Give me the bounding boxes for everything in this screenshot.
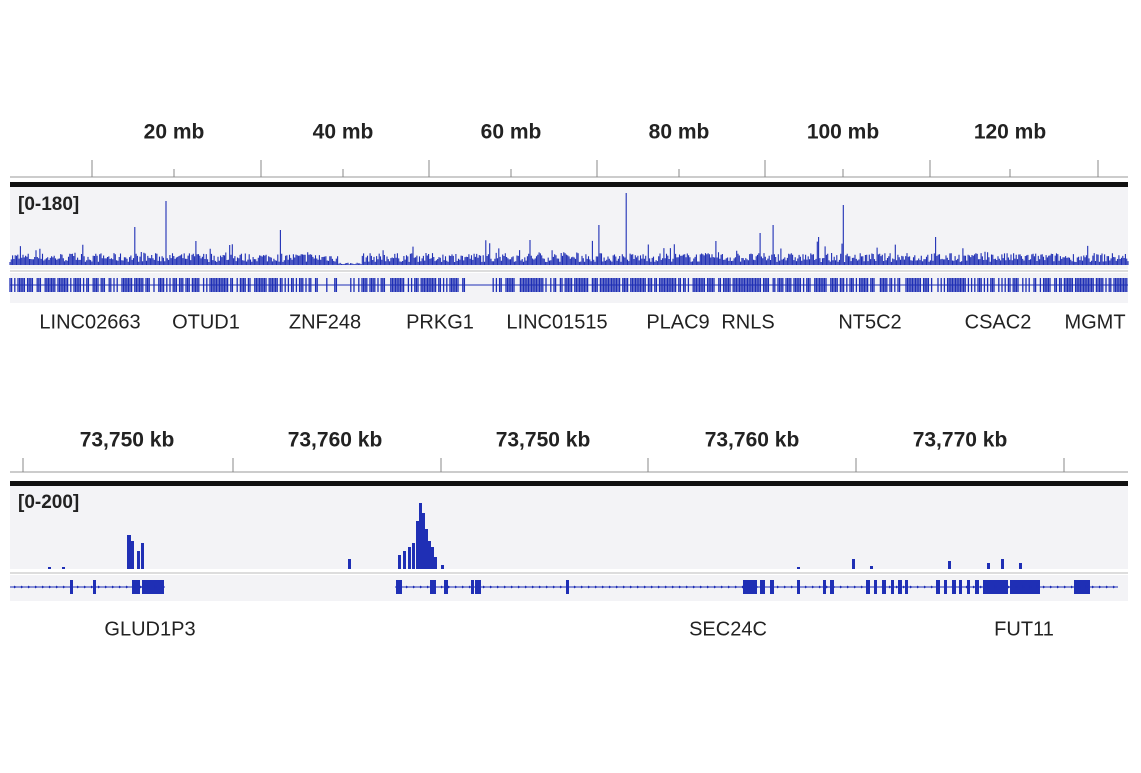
panel-locus: [0-200]: [10, 471, 1128, 601]
exon: [444, 580, 448, 594]
exon: [430, 580, 436, 594]
coverage-peak: [398, 555, 401, 569]
intron-arrows: [13, 585, 1116, 589]
coverage-peak: [852, 559, 855, 569]
coverage-peak: [948, 561, 951, 569]
exon: [891, 580, 894, 594]
coverage-peak: [431, 547, 434, 569]
ruler-label: 73,770 kb: [913, 429, 1008, 452]
exon: [93, 580, 96, 594]
exon: [823, 580, 826, 594]
exon: [905, 580, 908, 594]
coverage-peak: [408, 547, 411, 569]
exon: [1074, 580, 1090, 594]
coverage-peak: [870, 566, 873, 569]
coverage-peak: [137, 551, 140, 569]
exon: [132, 580, 140, 594]
gene-label: NT5C2: [838, 311, 901, 333]
exon: [142, 580, 164, 594]
range-label: [0-180]: [18, 194, 79, 215]
ruler-label: 60 mb: [481, 121, 542, 144]
coverage-peak: [434, 557, 437, 569]
coverage-peak: [127, 535, 131, 569]
coverage-peak: [141, 543, 144, 569]
coverage-peak: [62, 567, 65, 569]
exon: [975, 580, 979, 594]
gene-label: GLUD1P3: [104, 618, 195, 640]
coverage-peak: [48, 567, 51, 569]
exon: [944, 580, 947, 594]
ruler-label: 73,750 kb: [80, 429, 175, 452]
ruler-label: 80 mb: [649, 121, 710, 144]
gene-label: OTUD1: [172, 311, 240, 333]
exon: [396, 580, 402, 594]
track-separator: [10, 182, 1128, 187]
ruler-label: 73,750 kb: [496, 429, 591, 452]
gene-label: LINC01515: [506, 311, 607, 333]
exon: [874, 580, 877, 594]
coverage-peak: [419, 503, 422, 569]
gene-label: PLAC9: [646, 311, 709, 333]
range-label: [0-200]: [18, 492, 79, 513]
gene-label: FUT11: [994, 618, 1054, 640]
track-separator: [10, 481, 1128, 486]
gene-label: MGMT: [1064, 311, 1125, 333]
ruler-label: 20 mb: [144, 121, 205, 144]
exon: [797, 580, 800, 594]
coverage-peak: [131, 541, 134, 569]
ruler-label: 120 mb: [974, 121, 1046, 144]
coverage-peak: [987, 563, 990, 569]
coverage-peak: [1019, 563, 1022, 569]
coverage-peak: [428, 541, 431, 569]
exon: [830, 580, 834, 594]
gene-label: LINC02663: [39, 311, 140, 333]
exon: [566, 580, 569, 594]
ruler-label: 100 mb: [807, 121, 879, 144]
exon: [1010, 580, 1040, 594]
coverage-track: [10, 486, 1128, 569]
exon: [760, 580, 765, 594]
coverage-peak: [348, 559, 351, 569]
ruler-label: 73,760 kb: [705, 429, 800, 452]
ruler-label: 40 mb: [313, 121, 374, 144]
gene-label: PRKG1: [406, 311, 474, 333]
coverage-peak: [412, 543, 415, 569]
coverage-peak: [403, 551, 406, 569]
gene-features: [9, 278, 1128, 292]
exon: [936, 580, 940, 594]
exon: [898, 580, 902, 594]
coverage-peak: [1001, 559, 1004, 569]
gene-label: ZNF248: [289, 311, 361, 333]
coverage-peak: [416, 521, 419, 569]
ruler-label: 73,760 kb: [288, 429, 383, 452]
exon: [743, 580, 757, 594]
gene-label: CSAC2: [965, 311, 1032, 333]
coverage-peak: [797, 567, 800, 569]
exon: [471, 580, 474, 594]
exon: [866, 580, 870, 594]
coverage-peak: [425, 529, 428, 569]
coverage-peak: [441, 565, 444, 569]
coverage-peak: [422, 513, 425, 569]
gene-label: RNLS: [721, 311, 774, 333]
coverage-signal: [9, 193, 1129, 265]
gene-label: SEC24C: [689, 618, 767, 640]
